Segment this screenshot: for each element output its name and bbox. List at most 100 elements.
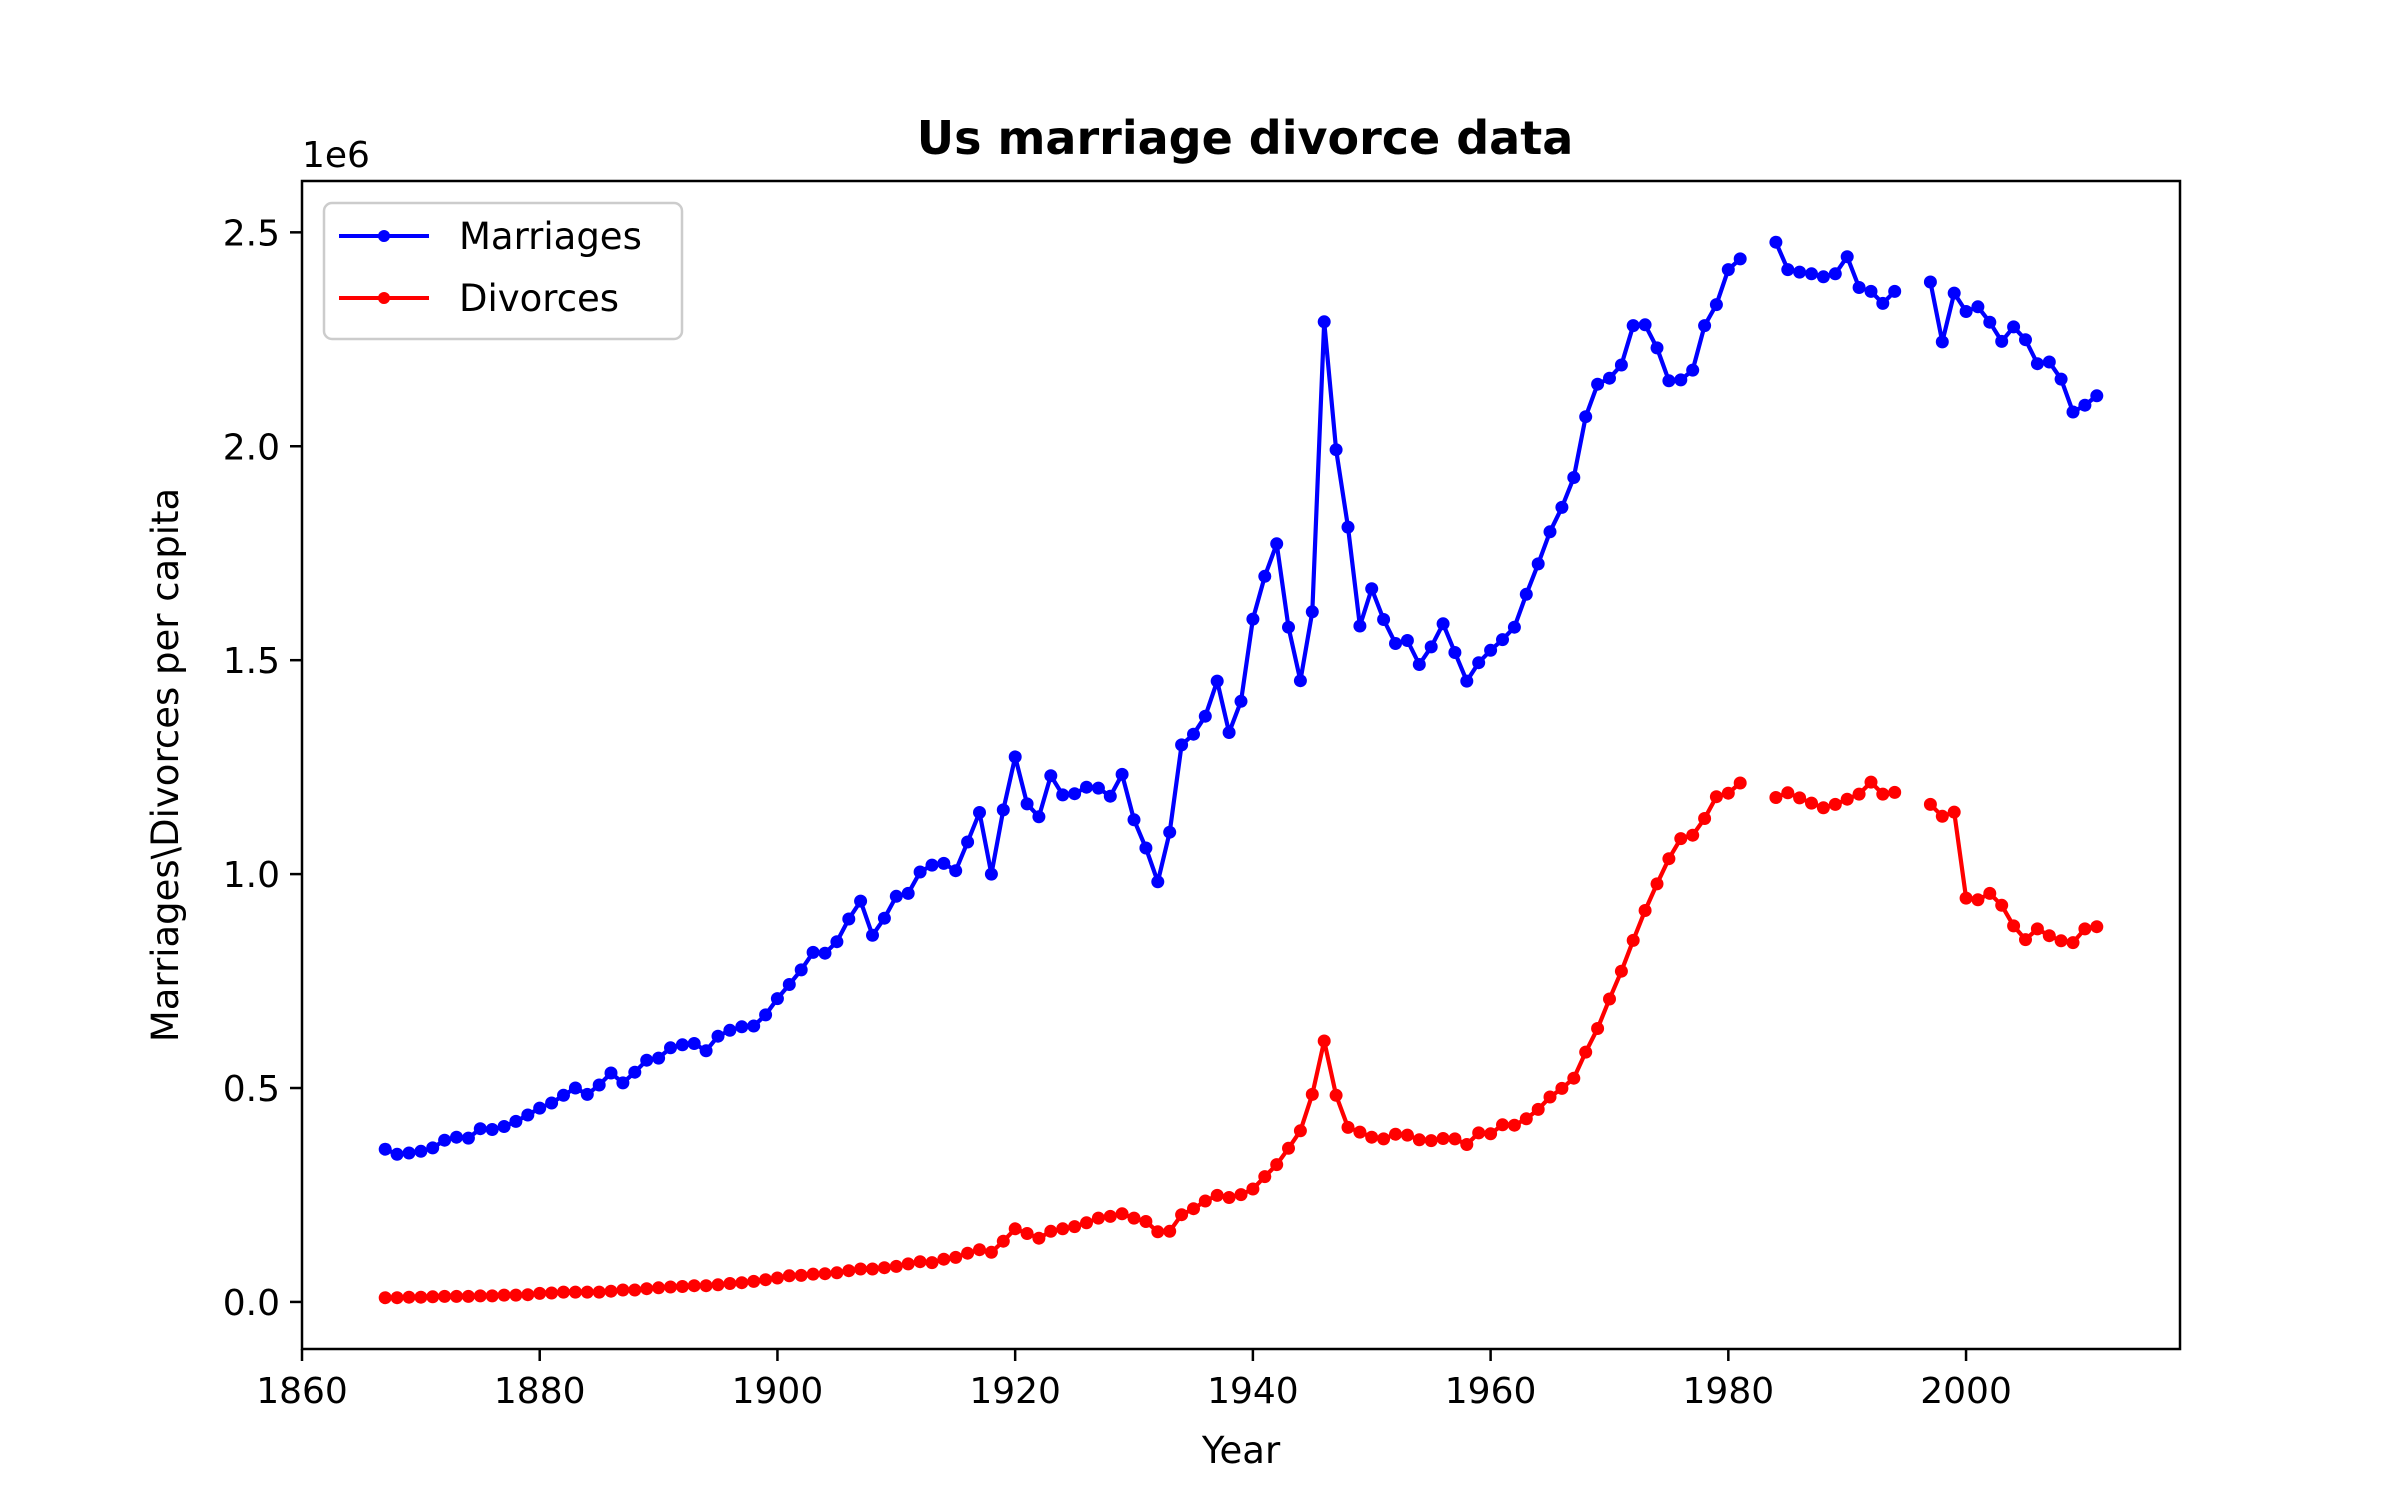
divorces-point <box>438 1289 452 1303</box>
x-axis: 1860 1880 1900 1920 1940 1960 1980 2000 <box>256 1349 2012 1412</box>
marriages-point <box>1852 281 1866 294</box>
marriages-point <box>438 1133 452 1147</box>
divorces-point <box>1995 898 2009 912</box>
marriages-point <box>1698 319 1712 333</box>
divorces-point <box>984 1245 998 1259</box>
divorces-point <box>1971 893 1985 907</box>
marriages-point <box>450 1130 463 1144</box>
marriages-point <box>770 992 784 1006</box>
marriages-point <box>1793 265 1807 279</box>
divorces-point <box>782 1269 796 1283</box>
marriages-point <box>652 1051 666 1065</box>
marriages-point <box>889 889 903 903</box>
marriages-point <box>1472 656 1486 670</box>
marriages-point <box>1805 267 1818 281</box>
marriages-point <box>1044 769 1058 783</box>
divorces-point <box>901 1257 915 1271</box>
divorces-point <box>1175 1208 1189 1222</box>
divorces-point <box>1852 787 1866 801</box>
marriages-point <box>1591 377 1605 391</box>
divorces-point <box>1080 1216 1093 1230</box>
divorces-point <box>1769 791 1783 804</box>
marriages-point <box>390 1147 404 1161</box>
divorces-point <box>735 1276 749 1290</box>
divorces-point <box>687 1279 701 1293</box>
divorces-point <box>1650 877 1664 891</box>
marriages-point <box>1662 374 1676 388</box>
marriages-point <box>664 1041 677 1055</box>
marriages-point <box>1032 810 1046 824</box>
y-axis-label: Marriages\Divorces per capita <box>144 488 187 1042</box>
marriages-point <box>1769 235 1783 249</box>
divorces-point <box>1293 1124 1307 1138</box>
divorces-point <box>1662 852 1676 866</box>
x-tick-label: 1980 <box>1683 1371 1775 1412</box>
marriages-point <box>461 1131 475 1145</box>
marriages-point <box>854 894 868 908</box>
series-divorces <box>378 775 2104 1305</box>
marriages-point <box>711 1029 725 1043</box>
marriages-point <box>937 856 951 870</box>
marriages-point <box>996 803 1010 817</box>
divorces-point <box>1686 828 1700 842</box>
marriages-point <box>1614 358 1628 372</box>
marriages-point <box>1686 363 1700 377</box>
x-tick-label: 2000 <box>1920 1371 2012 1412</box>
divorces-point <box>747 1274 761 1288</box>
divorces-point <box>473 1289 487 1303</box>
divorces-point <box>557 1285 570 1299</box>
x-tick-label: 1960 <box>1445 1371 1537 1412</box>
divorces-point <box>402 1290 416 1304</box>
marriages-point <box>1484 643 1498 657</box>
marriages-point <box>1733 252 1747 266</box>
marriages-point <box>1151 875 1165 889</box>
y-offset-text: 1e6 <box>302 135 370 176</box>
divorces-point <box>1103 1209 1117 1223</box>
marriages-point <box>1080 780 1093 794</box>
divorces-point <box>1531 1102 1545 1116</box>
divorces-point <box>426 1290 440 1304</box>
y-axis: 0.0 0.5 1.0 1.5 2.0 2.5 <box>223 213 302 1324</box>
marriages-point <box>984 867 998 881</box>
marriages-point <box>1329 443 1343 457</box>
divorces-point <box>1127 1211 1141 1225</box>
marriages-point <box>818 946 832 960</box>
divorces-point <box>925 1256 939 1270</box>
divorces-point <box>2007 919 2021 933</box>
divorces-point <box>545 1286 559 1300</box>
divorces-point <box>1460 1138 1474 1151</box>
marriages-point <box>1603 371 1616 385</box>
divorces-point <box>533 1286 547 1300</box>
marriages-point <box>1555 500 1569 514</box>
divorces-point <box>1591 1022 1605 1035</box>
marriages-point <box>1721 263 1735 277</box>
divorces-point <box>640 1282 654 1296</box>
divorces-point <box>1805 796 1818 810</box>
divorces-point <box>877 1261 891 1275</box>
divorces-point <box>1638 904 1652 917</box>
marriages-point <box>1864 284 1878 298</box>
marriages-point <box>1959 305 1973 318</box>
marriages-point <box>1888 284 1902 298</box>
divorces-point <box>1317 1034 1331 1048</box>
marriages-point <box>616 1076 630 1090</box>
divorces-point <box>1187 1202 1200 1216</box>
legend-marriages-label: Marriages <box>459 215 642 258</box>
marriages-point <box>1341 520 1355 534</box>
divorces-point <box>1959 891 1973 905</box>
divorces-point <box>568 1285 582 1299</box>
marriages-point <box>1935 335 1949 349</box>
divorces-point <box>1270 1158 1284 1172</box>
marriages-point <box>1400 634 1414 647</box>
divorces-point <box>414 1290 428 1304</box>
marriages-point <box>1317 315 1331 329</box>
marriages-point <box>1270 537 1284 551</box>
marriages-point <box>699 1044 713 1058</box>
divorces-point <box>2066 936 2080 950</box>
marriages-point <box>592 1078 606 1092</box>
x-tick-label: 1900 <box>732 1371 824 1412</box>
divorces-point <box>1234 1188 1248 1202</box>
marriages-point <box>1424 640 1438 654</box>
divorces-point <box>1519 1112 1533 1126</box>
marriages-point <box>1198 709 1212 723</box>
